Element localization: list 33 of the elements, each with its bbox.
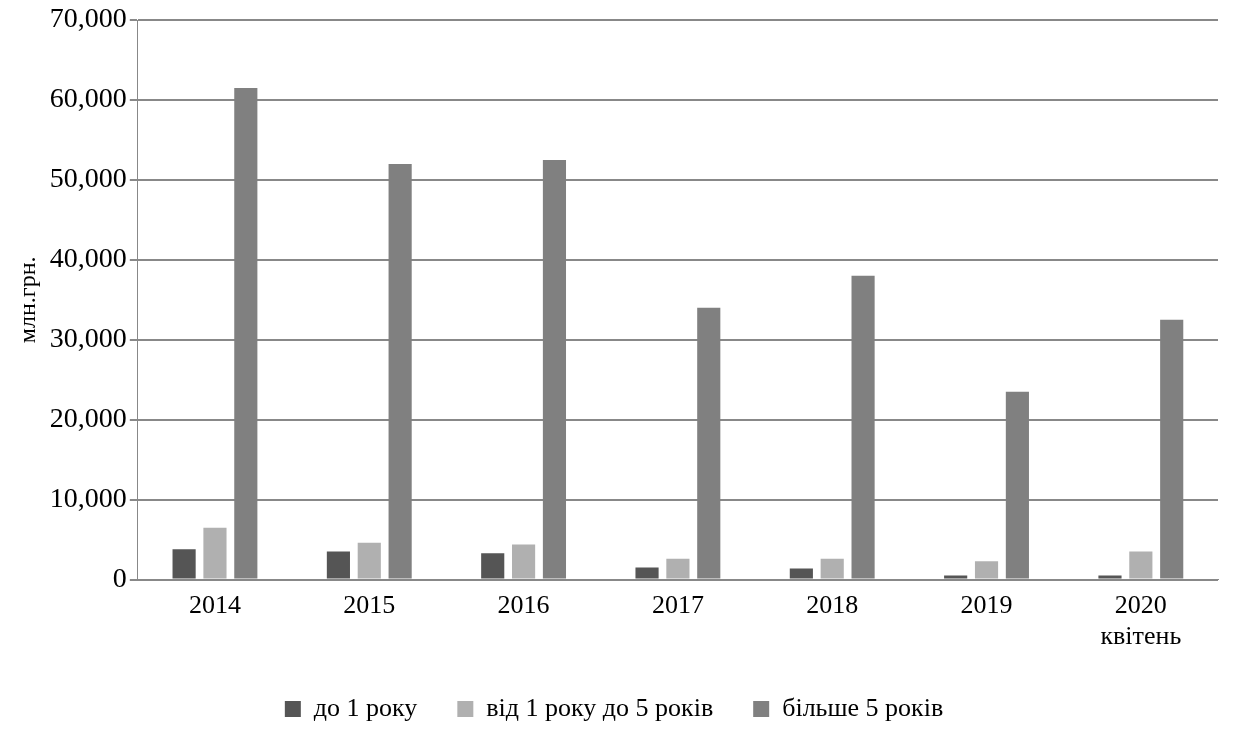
- bar: [203, 527, 227, 579]
- x-tick-label: 2014: [188, 590, 241, 620]
- bar: [326, 551, 350, 579]
- x-tick-label: 2020 квітень: [1100, 590, 1182, 651]
- bar: [1129, 551, 1153, 579]
- bar: [512, 544, 536, 579]
- legend-label: від 1 року до 5 років: [486, 692, 714, 722]
- y-tick-label: 30,000: [49, 322, 127, 354]
- bar: [1098, 575, 1122, 579]
- x-tick-label: 2019: [960, 590, 1013, 620]
- bar: [635, 567, 659, 579]
- y-tick-label: 60,000: [49, 82, 127, 114]
- y-tick-label: 50,000: [49, 162, 127, 194]
- x-tick-label: 2018: [806, 590, 859, 620]
- x-tick-label: 2015: [343, 590, 396, 620]
- x-tick-label: 2016: [497, 590, 550, 620]
- legend-label: більше 5 років: [782, 692, 944, 722]
- y-tick-label: 10,000: [49, 482, 127, 514]
- bar: [357, 542, 381, 579]
- bar: [666, 558, 690, 579]
- y-tick-label: 40,000: [49, 242, 127, 274]
- bar: [481, 553, 505, 579]
- bar: [820, 558, 844, 579]
- y-tick-label: 0: [112, 561, 127, 593]
- bar: [974, 561, 999, 579]
- x-tick-label: 2017: [651, 590, 704, 620]
- bar: [172, 549, 196, 579]
- bar: [944, 575, 968, 579]
- y-axis-title: млн.грн.: [13, 256, 40, 344]
- y-tick-label: 20,000: [49, 402, 127, 434]
- legend-label: до 1 року: [313, 692, 418, 722]
- bar: [789, 568, 813, 579]
- y-tick-label: 70,000: [49, 2, 127, 34]
